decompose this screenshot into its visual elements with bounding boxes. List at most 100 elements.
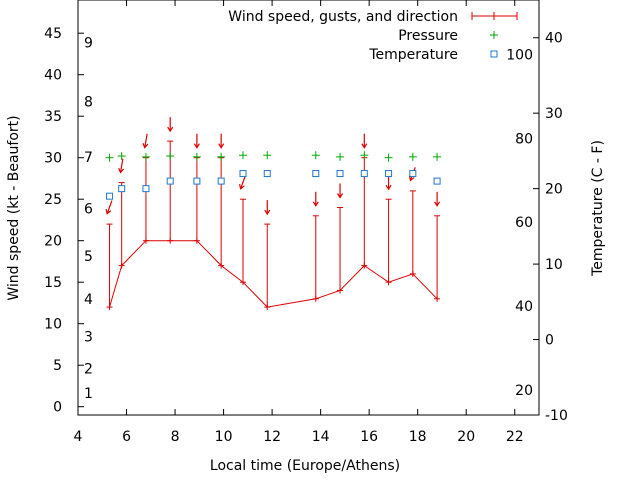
pressure-point <box>263 151 272 160</box>
temperature-point <box>193 177 201 185</box>
legend-label-pressure: Pressure <box>398 28 458 44</box>
pressure-point <box>311 151 320 160</box>
legend-label-temperature: Temperature <box>368 47 458 63</box>
y2-tick-label: 40 <box>545 31 563 47</box>
wind-direction-head <box>239 184 245 190</box>
y-tick-label: 35 <box>44 109 62 125</box>
wind-direction-arrow <box>312 191 319 207</box>
beaufort-tick-label: 5 <box>84 249 93 265</box>
beaufort-tick-label: 7 <box>84 150 93 166</box>
beaufort-tick-label: 8 <box>84 95 93 111</box>
x-tick-label: 22 <box>506 429 524 445</box>
x-tick-label: 20 <box>457 429 475 445</box>
fahrenheit-tick-label: 20 <box>515 383 533 399</box>
beaufort-tick-label: 6 <box>84 201 93 217</box>
x-tick-label: 6 <box>122 429 131 445</box>
temperature-point <box>336 170 344 178</box>
wind-direction-arrow <box>167 117 174 133</box>
y-tick-label: 5 <box>53 358 62 374</box>
pressure-point <box>360 151 369 160</box>
temperature-point <box>433 177 441 185</box>
series-layer <box>105 117 442 311</box>
pressure-point <box>117 152 126 161</box>
temperature-point <box>166 177 174 185</box>
wind-direction-arrow <box>118 158 125 174</box>
pressure-point <box>141 152 150 161</box>
pressure-point <box>217 152 226 161</box>
y2-tick-label: 10 <box>545 257 563 273</box>
legend-swatch-temperature <box>490 50 498 58</box>
wind-direction-arrow <box>105 200 113 215</box>
wind-direction-shaft <box>144 133 148 148</box>
x-axis-label: Local time (Europe/Athens) <box>210 458 400 474</box>
pressure-point <box>433 152 442 161</box>
pressure-point <box>238 151 247 160</box>
wind-direction-head <box>142 142 149 149</box>
temperature-point <box>239 170 247 178</box>
wind-direction-head <box>385 184 392 191</box>
y2-tick-label: 0 <box>545 333 554 349</box>
wind-direction-arrow <box>337 183 344 199</box>
y-tick-label: 30 <box>44 151 62 167</box>
temperature-point <box>217 177 225 185</box>
tick-labels: 4 6 8 10 12 14 16 18 20 2205101520253035404512345… <box>44 26 568 445</box>
wind-direction-head <box>118 167 125 174</box>
beaufort-tick-label: 3 <box>84 330 93 346</box>
wind-direction-head <box>105 208 112 215</box>
temperature-point <box>360 170 368 178</box>
temperature-point <box>263 170 271 178</box>
wind-direction-head <box>408 175 415 182</box>
wind-direction-arrow <box>218 133 225 149</box>
wind-direction-head <box>361 143 368 149</box>
beaufort-tick-label: 2 <box>84 362 93 378</box>
wind-direction-arrow <box>434 191 441 207</box>
wind-direction-arrow <box>264 200 271 216</box>
x-tick-label: 18 <box>409 429 427 445</box>
temperature-point <box>142 185 150 193</box>
beaufort-tick-label: 4 <box>84 292 93 308</box>
fahrenheit-tick-label: 60 <box>515 215 533 231</box>
wind-direction-head <box>337 193 344 199</box>
y-tick-label: 15 <box>44 275 62 291</box>
wind-direction-head <box>312 201 319 207</box>
y-tick-label: 45 <box>44 26 62 42</box>
fahrenheit-tick-label: 100 <box>506 47 533 63</box>
y-tick-label: 20 <box>44 234 62 250</box>
fahrenheit-tick-label: 80 <box>515 131 533 147</box>
x-tick-label: 12 <box>263 429 281 445</box>
wind-direction-head <box>218 143 225 149</box>
wind-direction-head <box>167 126 174 133</box>
x-tick-label: 8 <box>171 429 180 445</box>
temperature-point <box>106 192 114 200</box>
pressure-point <box>408 152 417 161</box>
wind-direction-head <box>264 209 271 216</box>
y-tick-label: 10 <box>44 317 62 333</box>
temperature-point <box>385 170 393 178</box>
wind-direction-head <box>434 201 441 207</box>
wind-speed-line <box>109 240 438 308</box>
wind-direction-head <box>193 143 200 149</box>
y-tick-label: 0 <box>53 400 62 416</box>
temperature-point <box>118 185 126 193</box>
fahrenheit-tick-label: 40 <box>515 299 533 315</box>
temperature-point <box>409 170 417 178</box>
pressure-point <box>384 153 393 162</box>
x-tick-label: 16 <box>360 429 378 445</box>
plot-frame <box>77 0 540 416</box>
y-tick-label: 25 <box>44 192 62 208</box>
pressure-point <box>105 153 114 162</box>
pressure-point <box>166 152 175 161</box>
y-tick-label: 40 <box>44 68 62 84</box>
y2-axis-label: Temperature (C - F) <box>590 140 606 277</box>
legend-label-wind: Wind speed, gusts, and direction <box>228 9 458 25</box>
x-tick-label: 14 <box>312 429 330 445</box>
y2-tick-label: -10 <box>545 408 568 424</box>
axis-ticks <box>77 0 539 416</box>
pressure-point <box>336 152 345 161</box>
pressure-point <box>192 152 201 161</box>
wind-direction-arrow <box>361 133 368 149</box>
legend: Wind speed, gusts, and direction Pressur… <box>228 9 518 63</box>
y-axis-label: Wind speed (kt - Beaufort) <box>6 115 22 300</box>
beaufort-tick-label: 9 <box>84 36 93 52</box>
